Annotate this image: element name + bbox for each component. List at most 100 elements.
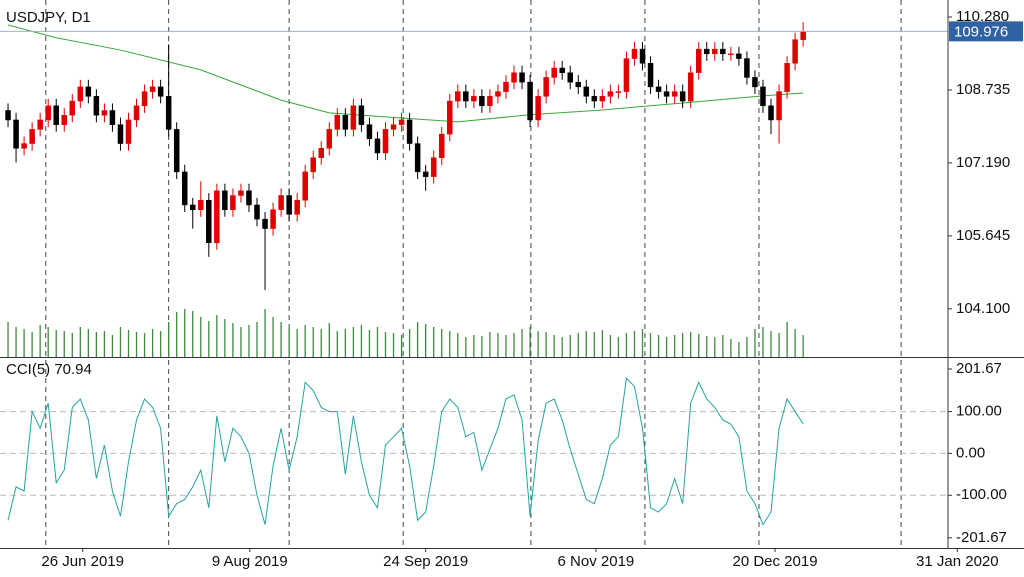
cci-line <box>7 376 804 526</box>
candle-body <box>430 157 437 177</box>
candle-body <box>615 91 622 93</box>
y-tick-label: 105.645 <box>956 227 1010 244</box>
price-label: 109.976 <box>954 23 1008 40</box>
candle-body <box>222 190 228 210</box>
candle-body <box>29 129 35 144</box>
candle-body <box>736 53 742 59</box>
candle-body <box>238 190 244 196</box>
x-tick-label: 20 Dec 2019 <box>732 553 817 570</box>
candle-body <box>567 72 573 83</box>
candle-body <box>663 91 670 97</box>
indicator-title: CCI(5) 70.94 <box>6 361 92 378</box>
candle-body <box>382 129 389 154</box>
candle-body <box>471 96 477 102</box>
candle-body <box>390 124 397 130</box>
candle-body <box>278 195 284 210</box>
candle-body <box>270 209 276 229</box>
candle-body <box>495 91 501 97</box>
candle-body <box>133 105 140 121</box>
y-tick-label: -201.67 <box>956 529 1007 546</box>
candle-body <box>366 124 373 140</box>
candle-body <box>214 190 220 243</box>
candle-body <box>117 124 124 144</box>
candle-body <box>559 67 565 73</box>
candle-body <box>310 157 316 173</box>
candle-body <box>463 91 469 102</box>
candle-body <box>607 91 614 97</box>
y-tick-label: 110.280 <box>956 8 1009 25</box>
candle-body <box>318 148 325 158</box>
candle-body <box>93 96 100 116</box>
candle-body <box>679 91 686 102</box>
candle-body <box>53 105 59 125</box>
candle-body <box>206 199 212 243</box>
chart-title: USDJPY, D1 <box>6 9 91 26</box>
candle-body <box>583 86 590 97</box>
candle-body <box>165 96 172 130</box>
candle-body <box>527 81 533 121</box>
candle-body <box>246 190 252 206</box>
candle-body <box>398 119 405 125</box>
candle-body <box>374 138 381 154</box>
candle-body <box>479 96 485 107</box>
candle-body <box>752 77 758 88</box>
candle-body <box>350 105 357 130</box>
candle-body <box>334 114 341 130</box>
candle-body <box>406 119 413 144</box>
candle-body <box>230 195 236 210</box>
x-tick-label: 31 Jan 2020 <box>916 553 999 570</box>
candle-body <box>173 129 180 173</box>
y-tick-label: 0.00 <box>956 444 985 461</box>
candle-body <box>69 100 76 116</box>
candle-body <box>519 72 525 83</box>
candle-body <box>141 91 148 107</box>
candle-body <box>728 53 734 56</box>
candle-body <box>101 110 108 116</box>
candle-body <box>294 199 300 215</box>
plot: 110.280 108.735 107.190 105.645 104.100 201.6… <box>0 0 1010 570</box>
candle-body <box>85 86 92 97</box>
candle-body <box>326 129 333 149</box>
candle-body <box>776 91 782 121</box>
candle-body <box>447 100 453 135</box>
y-tick-label: 107.190 <box>956 154 1010 171</box>
candle-body <box>61 114 68 125</box>
candle-body <box>720 48 726 55</box>
candle-body <box>77 86 84 102</box>
candle-body <box>414 143 421 173</box>
candle-body <box>5 110 11 121</box>
y-tick-label: 108.735 <box>956 81 1010 98</box>
candle-body <box>712 48 718 55</box>
candle-body <box>21 143 27 149</box>
y-tick-label: 104.100 <box>956 300 1010 317</box>
candle-body <box>687 72 694 102</box>
candle-body <box>704 48 710 55</box>
candle-body <box>639 48 646 64</box>
candle-body <box>342 114 349 130</box>
candle-body <box>631 48 638 59</box>
candle-body <box>302 171 308 201</box>
candle-body <box>768 105 774 121</box>
candle-body <box>190 204 196 210</box>
candle-body <box>575 81 582 88</box>
candle-body <box>149 86 156 92</box>
candle-body <box>599 96 606 102</box>
candle-body <box>125 119 132 144</box>
candle-body <box>286 195 292 215</box>
candle-body <box>455 91 461 102</box>
candle-body <box>511 72 517 83</box>
candle-body <box>760 86 766 107</box>
candle-body <box>438 133 445 158</box>
candle-body <box>254 204 260 220</box>
x-tick-label: 26 Jun 2019 <box>41 553 124 570</box>
price-box <box>949 21 1023 42</box>
candle-body <box>45 105 51 121</box>
candle-body <box>262 218 268 229</box>
y-tick-label: 100.00 <box>956 403 1002 420</box>
candle-body <box>800 31 806 40</box>
candle-body <box>695 48 702 73</box>
candle-body <box>655 86 662 92</box>
candle-body <box>551 67 557 78</box>
x-tick-label: 6 Nov 2019 <box>558 553 635 570</box>
